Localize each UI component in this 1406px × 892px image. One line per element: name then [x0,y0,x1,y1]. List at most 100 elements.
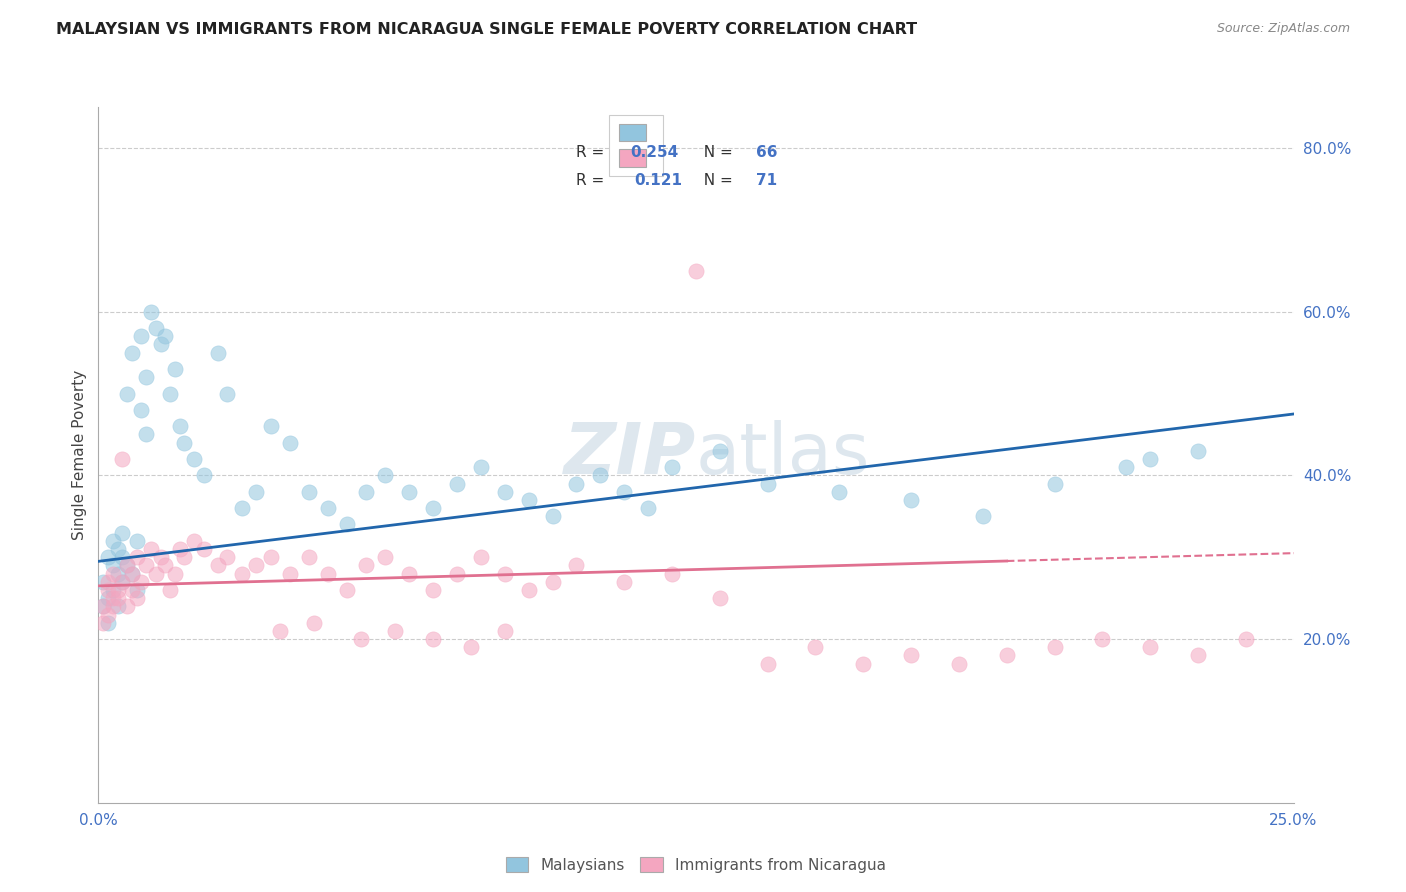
Immigrants from Nicaragua [1043,640,1066,655]
Malaysians [245,484,267,499]
Immigrants from Nicaragua [460,640,482,655]
Malaysians [135,427,157,442]
Malaysians [125,533,148,548]
Immigrants from Nicaragua [163,566,186,581]
Immigrants from Nicaragua [422,582,444,597]
Immigrants from Nicaragua [384,624,406,638]
Malaysians [231,501,253,516]
Immigrants from Nicaragua [350,632,373,646]
Immigrants from Nicaragua [1187,648,1209,663]
Immigrants from Nicaragua [269,624,291,638]
Malaysians [115,386,138,401]
Malaysians [111,525,134,540]
Immigrants from Nicaragua [446,566,468,581]
Malaysians [1115,460,1137,475]
Text: N =: N = [693,172,737,187]
Malaysians [374,468,396,483]
Text: R =: R = [576,145,610,160]
Malaysians [1187,443,1209,458]
Immigrants from Nicaragua [115,599,138,614]
Malaysians [169,419,191,434]
Malaysians [163,362,186,376]
Malaysians [217,386,239,401]
Immigrants from Nicaragua [135,558,157,573]
Malaysians [125,582,148,597]
Malaysians [91,574,114,589]
Malaysians [101,533,124,548]
Text: 66: 66 [756,145,778,160]
Malaysians [446,476,468,491]
Malaysians [972,509,994,524]
Immigrants from Nicaragua [995,648,1018,663]
Immigrants from Nicaragua [193,542,215,557]
Immigrants from Nicaragua [125,550,148,565]
Malaysians [97,591,120,606]
Malaysians [613,484,636,499]
Malaysians [298,484,321,499]
Malaysians [637,501,659,516]
Immigrants from Nicaragua [565,558,588,573]
Malaysians [354,484,377,499]
Immigrants from Nicaragua [111,574,134,589]
Malaysians [183,452,205,467]
Immigrants from Nicaragua [298,550,321,565]
Immigrants from Nicaragua [121,566,143,581]
Text: atlas: atlas [696,420,870,490]
Malaysians [336,517,359,532]
Immigrants from Nicaragua [111,452,134,467]
Immigrants from Nicaragua [97,574,120,589]
Malaysians [121,566,143,581]
Text: Source: ZipAtlas.com: Source: ZipAtlas.com [1216,22,1350,36]
Immigrants from Nicaragua [245,558,267,573]
Malaysians [470,460,492,475]
Legend: Malaysians, Immigrants from Nicaragua: Malaysians, Immigrants from Nicaragua [499,850,893,879]
Y-axis label: Single Female Poverty: Single Female Poverty [72,370,87,540]
Immigrants from Nicaragua [139,542,162,557]
Immigrants from Nicaragua [231,566,253,581]
Malaysians [193,468,215,483]
Text: 0.254: 0.254 [630,145,679,160]
Malaysians [97,615,120,630]
Immigrants from Nicaragua [145,566,167,581]
Text: 71: 71 [756,172,778,187]
Immigrants from Nicaragua [101,591,124,606]
Immigrants from Nicaragua [685,264,707,278]
Malaysians [661,460,683,475]
Immigrants from Nicaragua [494,566,516,581]
Malaysians [259,419,281,434]
Immigrants from Nicaragua [316,566,339,581]
Immigrants from Nicaragua [91,615,114,630]
Malaysians [135,370,157,384]
Malaysians [900,492,922,507]
Immigrants from Nicaragua [374,550,396,565]
Immigrants from Nicaragua [1234,632,1257,646]
Immigrants from Nicaragua [97,607,120,622]
Malaysians [1139,452,1161,467]
Immigrants from Nicaragua [125,591,148,606]
Immigrants from Nicaragua [91,599,114,614]
Malaysians [101,558,124,573]
Immigrants from Nicaragua [336,582,359,597]
Immigrants from Nicaragua [948,657,970,671]
Immigrants from Nicaragua [354,558,377,573]
Immigrants from Nicaragua [494,624,516,638]
Immigrants from Nicaragua [169,542,191,557]
Malaysians [589,468,612,483]
Immigrants from Nicaragua [101,599,124,614]
Malaysians [565,476,588,491]
Immigrants from Nicaragua [661,566,683,581]
Immigrants from Nicaragua [121,582,143,597]
Malaysians [155,329,177,343]
Malaysians [145,321,167,335]
Malaysians [131,329,153,343]
Immigrants from Nicaragua [541,574,564,589]
Malaysians [207,345,229,359]
Malaysians [97,550,120,565]
Immigrants from Nicaragua [422,632,444,646]
Malaysians [756,476,779,491]
Immigrants from Nicaragua [470,550,492,565]
Malaysians [111,574,134,589]
Immigrants from Nicaragua [97,582,120,597]
Malaysians [159,386,181,401]
Text: 0.121: 0.121 [634,172,682,187]
